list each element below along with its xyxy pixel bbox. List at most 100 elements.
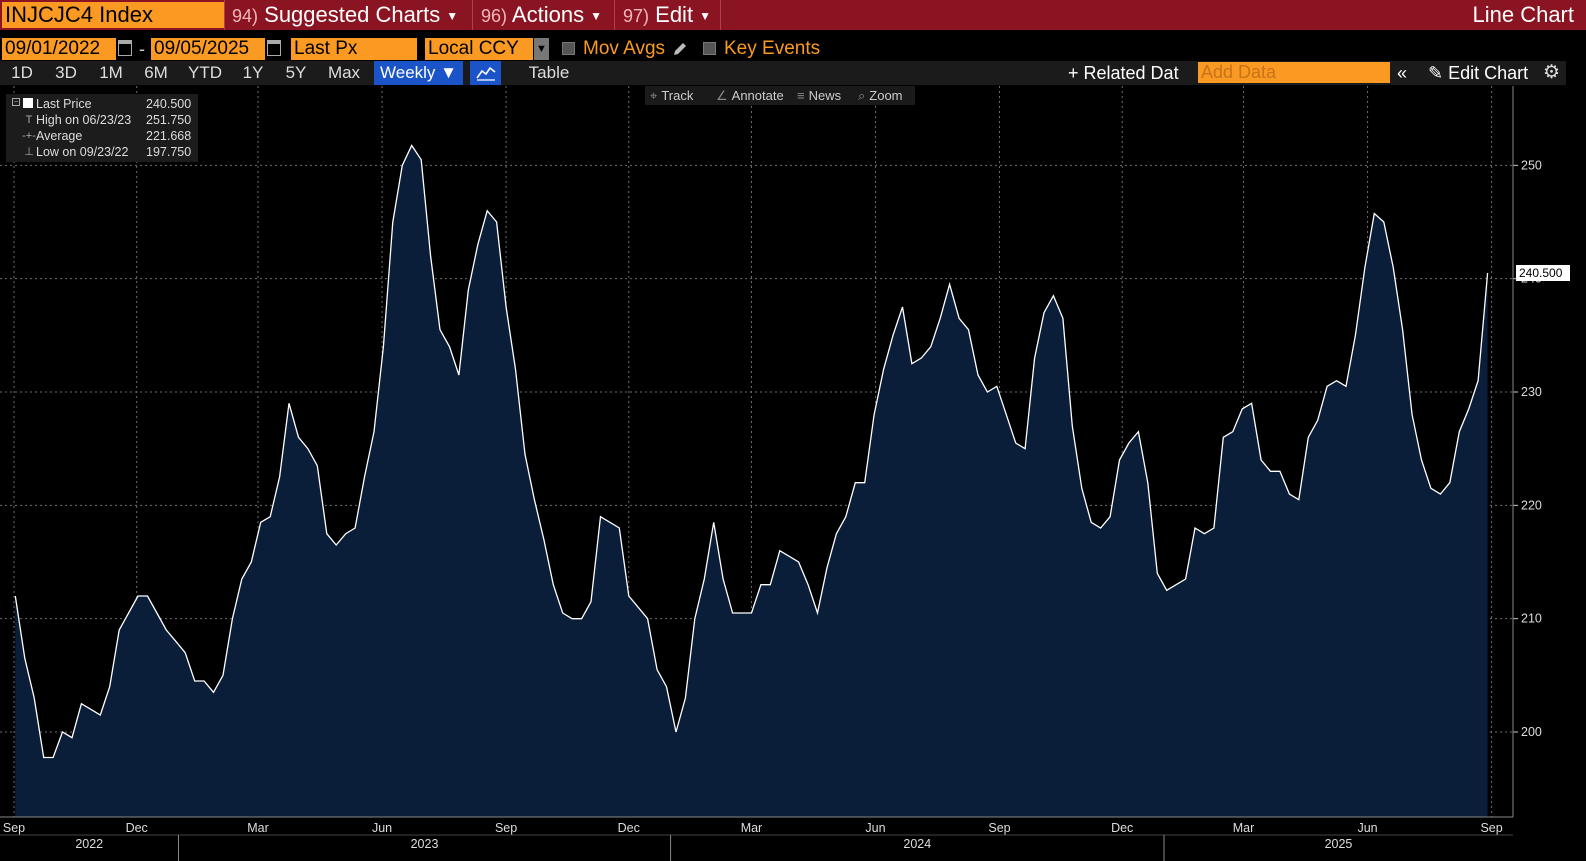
x-tick-label: Sep: [495, 821, 517, 835]
x-tick-label: Dec: [1111, 821, 1133, 835]
suggested-charts-menu[interactable]: 94) Suggested Charts ▼: [232, 0, 458, 30]
end-date-input[interactable]: 09/05/2025: [151, 38, 265, 60]
x-tick-label: Mar: [1233, 821, 1255, 835]
edit-menu[interactable]: 97) Edit ▼: [623, 0, 711, 30]
pencil-icon[interactable]: [672, 41, 688, 57]
add-data-input[interactable]: Add Data: [1198, 62, 1390, 83]
caret-down-icon: ▼: [446, 9, 459, 24]
top-toolbar: [0, 0, 1586, 30]
toolbar-separator: [472, 0, 473, 30]
menu-label: Edit: [655, 2, 694, 27]
gear-icon[interactable]: ⚙: [1543, 62, 1561, 83]
y-tick-label: 230: [1521, 385, 1542, 399]
line-chart-icon[interactable]: [470, 61, 501, 85]
news-label: News: [808, 88, 842, 103]
line-chart-glyph: [475, 66, 495, 81]
track-label: Track: [661, 88, 694, 103]
periodicity-select[interactable]: Weekly ▼: [374, 61, 463, 85]
edit-chart-button[interactable]: ✎ Edit Chart: [1428, 61, 1528, 85]
range-max-button[interactable]: Max: [327, 63, 361, 82]
x-tick-label: Dec: [618, 821, 640, 835]
currency-select[interactable]: Local CCY: [425, 38, 533, 60]
chart-legend: − Last Price 240.500 T High on 06/23/23 …: [6, 94, 198, 162]
chart-axes: Sep Dec Mar Jun Sep Dec Mar Jun Sep Dec Mar Jun Sep 2…: [0, 86, 1570, 861]
range-ytd-button[interactable]: YTD: [188, 63, 222, 82]
related-data-button[interactable]: + Related Dat: [1068, 63, 1179, 83]
dropdown-arrow-icon[interactable]: ▼: [534, 38, 549, 60]
range-1y-button[interactable]: 1Y: [242, 63, 264, 82]
chart-type-title: Line Chart: [1472, 2, 1574, 27]
legend-label: Last Price: [36, 97, 92, 111]
caret-down-icon: ▼: [590, 9, 602, 24]
zoom-button[interactable]: ⌕ Zoom: [858, 86, 903, 105]
toolbar-separator: [224, 0, 225, 30]
average-marker-icon: -+-: [22, 130, 36, 142]
zoom-label: Zoom: [869, 88, 903, 103]
range-3d-button[interactable]: 3D: [55, 63, 77, 82]
table-button[interactable]: Table: [528, 63, 570, 82]
field-select[interactable]: Last Px: [291, 38, 417, 60]
legend-value: 240.500: [146, 97, 192, 111]
date-separator: -: [139, 39, 145, 59]
legend-value: 221.668: [146, 129, 192, 143]
crosshair-icon: ⌖: [650, 88, 658, 103]
x-tick-label: Mar: [247, 821, 269, 835]
legend-label: Low on 09/23/22: [36, 145, 129, 159]
annotate-button[interactable]: ∠ Annotate: [716, 86, 784, 105]
year-label: 2025: [1325, 837, 1353, 851]
actions-menu[interactable]: 96) Actions ▼: [481, 0, 602, 30]
x-tick-label: Jun: [372, 821, 392, 835]
news-icon: ≡: [797, 88, 805, 103]
y-tick-label: 220: [1521, 498, 1542, 512]
range-1d-button[interactable]: 1D: [11, 63, 33, 82]
x-tick-label: Sep: [988, 821, 1010, 835]
low-marker-icon: ⊥: [24, 146, 34, 158]
legend-value: 197.750: [146, 145, 192, 159]
y-tick-label: 200: [1521, 725, 1542, 739]
x-tick-label: Sep: [1480, 821, 1502, 835]
y-tick-label: 250: [1521, 158, 1542, 172]
legend-label: Average: [36, 129, 83, 143]
range-6m-button[interactable]: 6M: [144, 63, 168, 82]
price-area: [15, 145, 1488, 817]
year-label: 2023: [411, 837, 439, 851]
news-button[interactable]: ≡ News: [797, 86, 841, 105]
calendar-icon[interactable]: [118, 40, 132, 56]
ticker-field[interactable]: INJCJC4 Index: [2, 2, 224, 28]
menu-label: Actions: [511, 2, 585, 27]
legend-swatch: [23, 98, 33, 108]
mov-avgs-label[interactable]: Mov Avgs: [583, 38, 666, 59]
mov-avgs-checkbox[interactable]: [562, 42, 575, 55]
calendar-icon[interactable]: [267, 40, 281, 56]
menu-label: Suggested Charts: [264, 2, 441, 27]
last-value-box: [1516, 265, 1570, 281]
track-button[interactable]: ⌖ Track: [650, 86, 693, 105]
caret-down-icon: ▼: [699, 9, 711, 24]
collapse-legend-icon[interactable]: −: [12, 97, 20, 106]
range-1m-button[interactable]: 1M: [99, 63, 123, 82]
toolbar-separator: [614, 0, 615, 30]
y-tick-label: 210: [1521, 612, 1542, 626]
start-date-input[interactable]: 09/01/2022: [2, 38, 116, 60]
x-tick-label: Jun: [1357, 821, 1377, 835]
year-label: 2022: [75, 837, 103, 851]
x-tick-label: Dec: [126, 821, 148, 835]
toolbar-separator: [720, 0, 721, 30]
annotate-label: Annotate: [731, 88, 784, 103]
key-events-checkbox[interactable]: [703, 42, 716, 55]
legend-label: High on 06/23/23: [36, 113, 132, 127]
x-tick-label: Sep: [3, 821, 25, 835]
collapse-icon[interactable]: «: [1397, 63, 1408, 83]
key-events-label[interactable]: Key Events: [724, 38, 821, 59]
last-value-label: 240.500: [1519, 266, 1563, 280]
zoom-icon: ⌕: [858, 88, 866, 103]
legend-value: 251.750: [146, 113, 192, 127]
menu-number: 97): [623, 6, 650, 26]
range-5y-button[interactable]: 5Y: [285, 63, 307, 82]
menu-number: 96): [481, 6, 508, 26]
chart-tools-bar: [645, 86, 915, 105]
year-label: 2024: [903, 837, 931, 851]
annotate-icon: ∠: [716, 88, 728, 103]
pencil-icon: ✎: [1428, 63, 1444, 83]
